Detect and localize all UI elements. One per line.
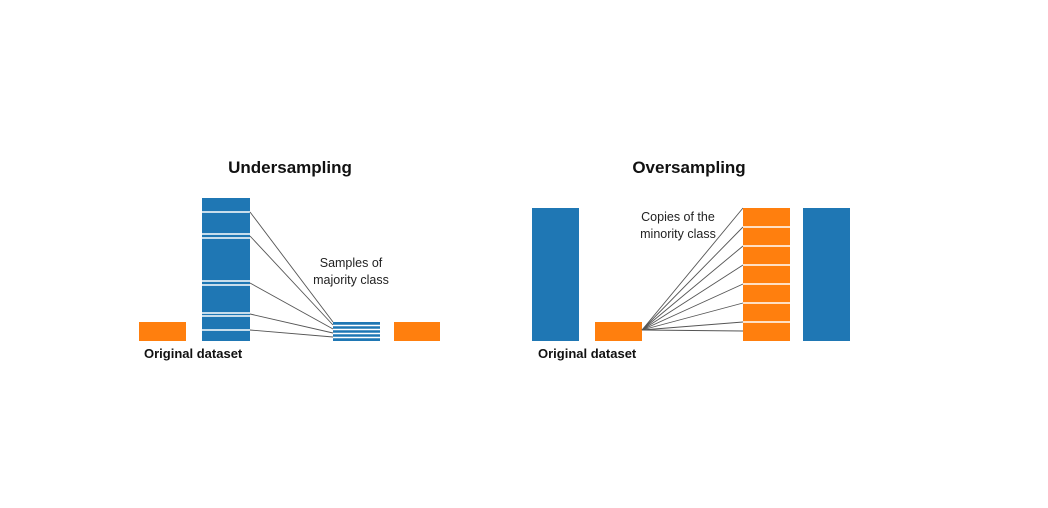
oversampled-minority-bar xyxy=(743,208,790,341)
oversampling-annotation-line2: minority class xyxy=(640,227,716,241)
original-minority-bar xyxy=(139,322,186,341)
oversampling-title: Oversampling xyxy=(632,158,745,177)
oversampling-connector-lines xyxy=(641,207,744,332)
original-majority-bar xyxy=(202,198,250,341)
undersampling-annotation-line2: majority class xyxy=(313,273,389,287)
undersampling-connector-lines xyxy=(249,211,334,338)
oversampling-original-caption: Original dataset xyxy=(538,346,637,361)
oversampling-panel: Oversampling Copies of the xyxy=(532,158,850,361)
minority-copy-separators xyxy=(743,226,790,323)
undersampling-title: Undersampling xyxy=(228,158,352,177)
undersampled-minority-bar xyxy=(394,322,440,341)
undersampled-bar-separators xyxy=(333,324,380,339)
undersampling-original-caption: Original dataset xyxy=(144,346,243,361)
undersampling-annotation-line1: Samples of xyxy=(320,256,383,270)
original-minority-bar xyxy=(595,322,642,341)
oversampling-annotation-line1: Copies of the xyxy=(641,210,715,224)
majority-bar-sample-separators xyxy=(202,211,250,331)
oversampled-majority-bar xyxy=(803,208,850,341)
undersampled-majority-bar xyxy=(333,322,380,341)
original-majority-bar xyxy=(532,208,579,341)
undersampling-panel: Undersampling xyxy=(139,158,440,361)
